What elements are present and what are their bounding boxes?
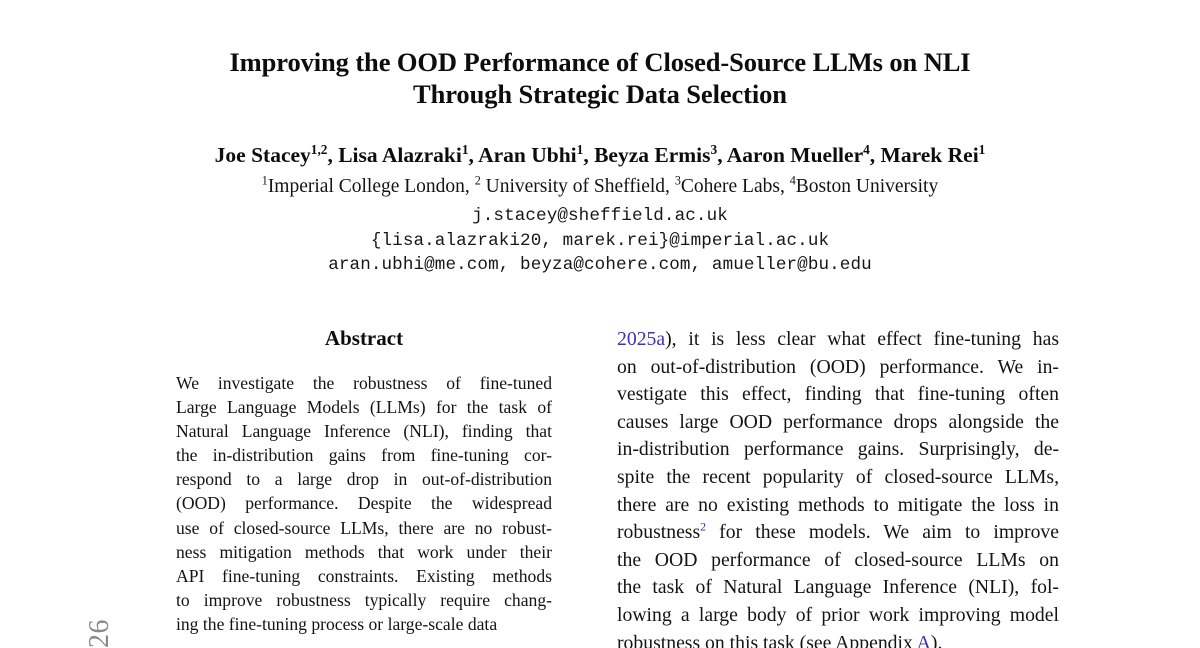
author-separator: ,: [869, 143, 881, 167]
abstract-line: the in-distribution gains from fine-tuni…: [176, 445, 552, 466]
abstract-line: ness mitigation methods that work under …: [176, 541, 552, 562]
author: Aaron Mueller4: [727, 143, 870, 167]
body-line-text: ), it is less clear what effect fine-tun…: [665, 328, 1059, 350]
body-line-text: robustness on this task (see Appendix: [617, 631, 917, 648]
email-line[interactable]: j.stacey@sheffield.ac.uk: [472, 206, 728, 226]
author: Marek Rei1: [881, 143, 986, 167]
body-line: the OOD performance of closed-source LLM…: [617, 548, 1059, 571]
author-affiliation-marker: 3: [710, 141, 718, 157]
page-title: Improving the OOD Performance of Closed-…: [96, 46, 1104, 110]
author-separator: ,: [468, 143, 479, 167]
affiliation: 3Cohere Labs,: [674, 173, 785, 197]
column-right: 2025a), it is less clear what effect fin…: [617, 326, 1059, 648]
abstract-line: We investigate the robustness of fine-tu…: [176, 373, 552, 393]
intro-body: 2025a), it is less clear what effect fin…: [617, 326, 1059, 648]
author-affiliation-marker: 1: [978, 141, 986, 157]
author: Lisa Alazraki1: [338, 143, 468, 167]
affiliation-marker: 1: [261, 173, 268, 188]
author-list: Joe Stacey1,2, Lisa Alazraki1, Aran Ubhi…: [96, 142, 1104, 168]
author-affiliation-marker: 1: [461, 141, 469, 157]
email-block: j.stacey@sheffield.ac.uk {lisa.alazraki2…: [96, 204, 1104, 278]
body-line: vestigate this effect, finding that fine…: [617, 383, 1059, 406]
affiliation-marker: 3: [674, 173, 681, 188]
body-line-text: for these models. We aim to improve: [706, 521, 1059, 544]
affiliation-name: Cohere Labs,: [680, 176, 785, 197]
body-columns: Abstract We investigate the robustness o…: [0, 326, 1200, 648]
abstract-heading: Abstract: [324, 326, 404, 350]
abstract-line: to improve robustness typically require …: [176, 589, 552, 610]
author-separator: ,: [327, 143, 339, 167]
affiliation-marker: 2: [474, 173, 481, 188]
body-line: in-distribution performance gains. Surpr…: [617, 438, 1059, 461]
abstract-line: (OOD) performance. Despite the widesprea…: [176, 493, 552, 514]
body-line-text: robustness: [617, 521, 701, 544]
body-line: spite the recent popularity of closed-so…: [617, 465, 1059, 488]
affiliation-marker: 4: [789, 173, 796, 188]
author-affiliation-marker: 1: [576, 141, 584, 157]
author-name: Aran Ubhi: [478, 143, 577, 167]
author: Beyza Ermis3: [594, 143, 717, 167]
paper-title-line-1: Improving the OOD Performance of Closed-…: [229, 47, 971, 77]
abstract-line: Large Language Models (LLMs) for the tas…: [176, 397, 552, 418]
body-line: there are no existing methods to mitigat…: [617, 493, 1059, 516]
author: Joe Stacey1,2: [215, 143, 328, 167]
column-left: Abstract We investigate the robustness o…: [176, 326, 552, 636]
affiliation-name: Boston University: [795, 176, 939, 197]
body-line: causes large OOD performance drops along…: [617, 410, 1059, 433]
affiliation: 4Boston University: [789, 173, 939, 197]
body-line: on out-of-distribution (OOD) performance…: [617, 355, 1059, 378]
author-name: Lisa Alazraki: [338, 143, 462, 167]
abstract-line: Natural Language Inference (NLI), findin…: [176, 421, 552, 442]
email-line[interactable]: aran.ubhi@me.com, beyza@cohere.com, amue…: [328, 255, 872, 276]
author-name: Joe Stacey: [214, 143, 311, 167]
affiliation-name: University of Sheffield,: [480, 176, 670, 197]
author-name: Beyza Ermis: [594, 143, 711, 167]
body-line: lowing a large body of prior work improv…: [617, 603, 1059, 626]
author: Aran Ubhi1: [478, 143, 583, 167]
body-line: robustness on this task (see Appendix A)…: [617, 630, 1059, 648]
appendix-link[interactable]: A: [916, 631, 931, 648]
affiliation: 2 University of Sheffield,: [474, 173, 670, 197]
author-name: Aaron Mueller: [726, 143, 864, 167]
paper-title-line-2: Through Strategic Data Selection: [413, 79, 787, 109]
author-affiliation-marker: 4: [863, 141, 870, 157]
body-line: 2025a), it is less clear what effect fin…: [617, 326, 1059, 354]
body-line: robustness2 for these models. We aim to …: [617, 519, 1059, 547]
citation-link[interactable]: 2025a: [617, 328, 666, 350]
author-affiliation-marker: 1,2: [310, 141, 328, 157]
abstract-line: respond to a large drop in out-of-distri…: [176, 469, 552, 490]
abstract-line: ing the fine-tuning process or large-sca…: [176, 613, 498, 634]
affiliation-list: 1Imperial College London, 2 University o…: [96, 173, 1104, 199]
affiliation-name: Imperial College London,: [267, 176, 470, 197]
author-separator: ,: [583, 143, 595, 167]
abstract-body: We investigate the robustness of fine-tu…: [176, 371, 552, 636]
body-line-text: ).: [930, 631, 943, 648]
footnote-marker[interactable]: 2: [700, 519, 707, 534]
author-separator: ,: [717, 143, 727, 167]
abstract-line: use of closed-source LLMs, there are no …: [176, 517, 552, 538]
abstract-line: API fine-tuning constraints. Existing me…: [176, 565, 552, 586]
affiliation: 1Imperial College London,: [261, 173, 470, 197]
email-line[interactable]: {lisa.alazraki20, marek.rei}@imperial.ac…: [370, 230, 830, 251]
author-name: Marek Rei: [880, 143, 979, 167]
paper-title: Improving the OOD Performance of Closed-…: [96, 46, 1104, 110]
body-line: the task of Natural Language Inference (…: [617, 576, 1059, 599]
